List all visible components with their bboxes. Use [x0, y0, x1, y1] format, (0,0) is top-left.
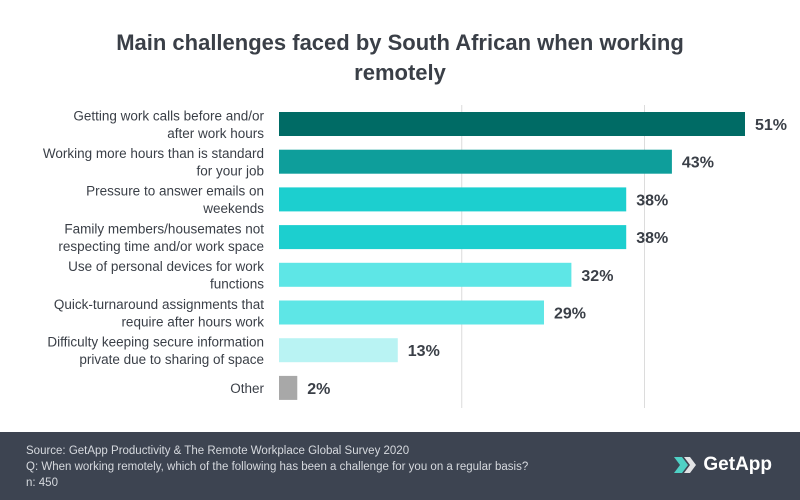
- category-label-3: Pressure to answer emails on weekends: [86, 184, 264, 217]
- source-note: Source: GetApp Productivity & The Remote…: [26, 445, 410, 457]
- category-label-1: Getting work calls before and/or after wo…: [73, 108, 264, 141]
- sample-size-note: n: 450: [26, 477, 58, 489]
- category-label-8: Other: [230, 381, 264, 396]
- category-label-4: Family members/housemates not respecting …: [58, 221, 264, 254]
- footer-notes: Source: GetApp Productivity & The Remote…: [26, 443, 528, 491]
- bar-2: [279, 149, 672, 174]
- bar-chart: 51% Getting work calls before and/or after…: [43, 105, 787, 408]
- bar-3: [279, 187, 627, 212]
- bar-1: [279, 112, 745, 136]
- bar-8: [279, 375, 298, 400]
- footer: Source: GetApp Productivity & The Remote…: [0, 432, 800, 500]
- bar-5: [279, 262, 572, 287]
- value-label-3: 38%: [636, 192, 668, 209]
- value-label-4: 38%: [636, 230, 668, 247]
- question-note: Q: When working remotely, which of the f…: [26, 461, 529, 473]
- getapp-chevron-icon: [674, 457, 697, 473]
- chart-title-line-1: Main challenges faced by South African w…: [116, 30, 684, 55]
- value-label-7: 13%: [408, 343, 440, 360]
- value-label-5: 32%: [581, 268, 613, 285]
- category-label-6: Quick-turnaround assignments that require…: [54, 297, 264, 330]
- value-label-2: 43%: [682, 155, 714, 172]
- bar-7: [279, 338, 398, 363]
- getapp-logo-text: GetApp: [703, 454, 772, 475]
- bar-4: [279, 225, 627, 250]
- bar-6: [279, 300, 544, 325]
- category-label-2: Working more hours than is standard for y…: [43, 146, 264, 179]
- value-label-6: 29%: [554, 306, 586, 323]
- value-label-1: 51%: [755, 117, 787, 134]
- chart-title-line-2: remotely: [354, 60, 446, 85]
- getapp-logo: GetApp: [674, 454, 772, 476]
- value-label-8: 2%: [307, 381, 330, 398]
- chart-title: Main challenges faced by South African w…: [40, 28, 760, 88]
- category-label-7: Difficulty keeping secure information pri…: [47, 334, 264, 367]
- category-label-5: Use of personal devices for work function…: [68, 259, 264, 292]
